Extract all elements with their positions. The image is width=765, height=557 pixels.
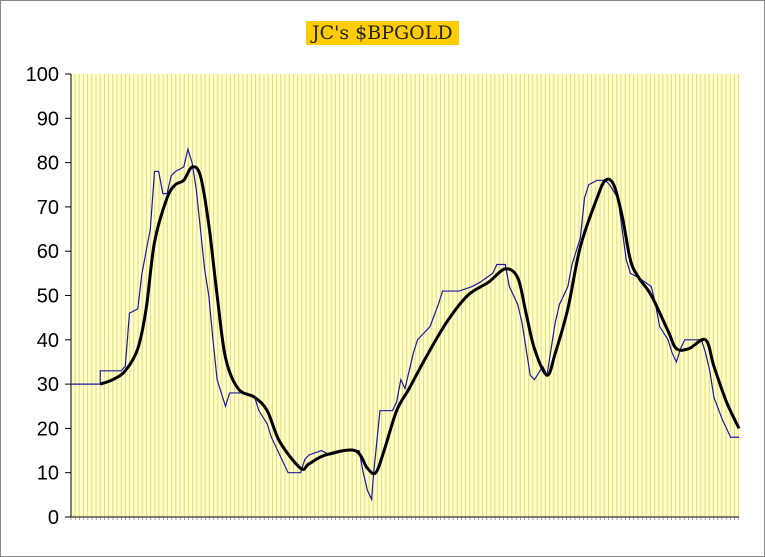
y-tick-label: 80 — [37, 153, 59, 175]
y-tick-label: 70 — [37, 197, 59, 219]
y-tick-label: 40 — [37, 330, 59, 352]
y-tick-label: 0 — [48, 507, 59, 529]
y-tick-label: 50 — [37, 286, 59, 308]
y-tick-label: 20 — [37, 418, 59, 440]
y-tick-label: 90 — [37, 108, 59, 130]
y-tick-label: 60 — [37, 241, 59, 263]
y-tick-label: 30 — [37, 374, 59, 396]
series-smooth-line — [99, 165, 741, 476]
y-tick-label: 100 — [26, 64, 59, 86]
plot-area — [71, 74, 739, 517]
series-raw-line — [71, 147, 739, 502]
y-tick-label: 10 — [37, 463, 59, 485]
chart-title: JC's $BPGOLD — [306, 21, 459, 45]
